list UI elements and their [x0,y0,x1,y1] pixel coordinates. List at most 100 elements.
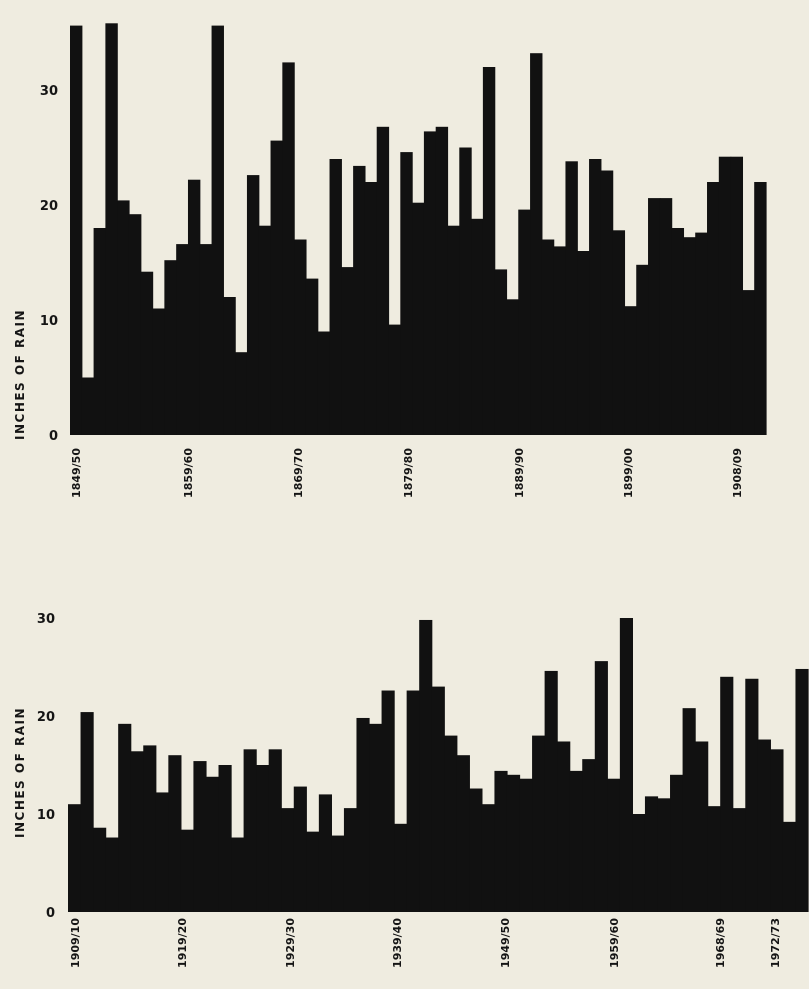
rainfall-bar [155,792,169,912]
rainfall-bar [582,759,596,912]
rainfall-bar [707,182,720,435]
x-tick-label: 1859/60 [182,448,195,498]
rainfall-bar [306,831,320,912]
rainfall-bar [431,686,445,912]
rainfall-bar [93,228,106,435]
x-tick-label: 1869/70 [292,448,305,498]
rainfall-bar [381,690,395,912]
rainfall-bar [795,668,809,912]
rainfall-bar [518,209,531,435]
rainfall-bar [459,147,472,435]
rainfall-bar [70,25,83,435]
rainfall-bar [406,690,420,912]
rainfall-chart-1909-1973: INCHES OF RAIN 0 10 20 30 1909/10 1919/2… [13,612,809,968]
rainfall-bar [117,200,130,435]
y-tick-label: 20 [40,199,58,214]
rainfall-bar [293,786,307,912]
rainfall-bar [435,126,449,436]
rainfall-chart-1849-1909: INCHES OF RAIN 0 10 20 30 1849/50 1859/6… [13,23,767,498]
rainfall-bar [231,837,245,912]
y-tick-labels: 0 10 20 30 [40,84,58,444]
rainfall-bar [400,152,413,435]
rainfall-bar [211,25,224,435]
rainfall-bar [481,804,496,912]
rainfall-bar [223,297,236,435]
rainfall-bar [732,808,746,912]
rainfall-bar [176,244,189,435]
rainfall-bar [636,264,649,435]
rainfall-bar [632,814,646,912]
y-tick-label: 0 [46,906,55,921]
rainfall-bar [619,618,633,912]
rainfall-bar [199,244,213,435]
bar-series [70,23,767,436]
rainfall-bar [541,239,555,435]
rainfall-bar [329,159,342,435]
rainfall-bar [187,179,201,435]
rainfall-bar [394,823,408,912]
rainfall-bar [294,239,307,435]
rainfall-bar [412,202,425,435]
rainfall-bar [130,751,144,912]
rainfall-bar [256,765,270,912]
rainfall-bar [671,228,685,435]
rainfall-bar [707,806,721,912]
rainfall-bar [569,770,583,912]
rainfall-bar [718,156,732,435]
rainfall-bar [506,299,519,435]
y-tick-label: 20 [37,710,55,725]
rainfall-bar [364,182,378,435]
y-axis-label: INCHES OF RAIN [13,707,27,838]
rainfall-bar [695,232,708,435]
rainfall-bar [388,324,401,435]
rainfall-bar [782,821,797,912]
x-tick-label: 1899/00 [622,448,635,498]
rainfall-bar [577,251,590,435]
rainfall-bar [423,131,437,435]
rainfall-bar [270,140,283,435]
rainfall-bar [164,260,177,435]
rainfall-bar [519,778,533,912]
rainfall-bar [369,723,383,912]
x-tick-labels: 1909/10 1919/20 1929/30 1939/40 1949/50 … [69,918,782,968]
rainfall-bar [419,619,433,912]
rainfall-bar [444,735,458,912]
bar-series [68,618,809,912]
rainfall-bar [557,741,571,912]
rainfall-bar [168,755,182,912]
rainfall-bar [589,159,602,435]
rainfall-bar [565,161,578,436]
rainfall-bar [68,804,82,912]
rainfall-bar [494,269,508,435]
rainfall-bar [482,67,496,435]
rainfall-bar [657,798,671,912]
x-tick-label: 1919/20 [176,918,189,968]
rainfall-bar [235,352,248,435]
x-tick-label: 1949/50 [499,918,512,968]
rainfall-bar [682,708,696,912]
rainfall-bar [683,237,696,435]
rainfall-bar [218,765,232,912]
rainfall-bar [143,745,157,912]
x-tick-label: 1939/40 [391,918,404,968]
rainfall-bar [246,175,260,435]
y-tick-label: 0 [49,429,58,444]
rainfall-bar [494,770,508,912]
rainfall-bar [317,331,331,435]
x-tick-label: 1968/69 [714,918,727,968]
rainfall-bar [659,198,673,435]
rainfall-bar [343,808,358,912]
rainfall-bar [118,723,132,912]
rainfall-bar [305,278,319,435]
rainfall-bar [281,808,295,912]
y-tick-label: 30 [40,84,58,99]
x-tick-label: 1959/60 [608,918,621,968]
rainfall-bar [80,712,94,912]
rainfall-bar [205,776,220,912]
rainfall-bar [376,126,390,436]
x-tick-label: 1909/10 [69,918,82,968]
rainfall-bar [341,267,354,435]
x-tick-label: 1929/30 [284,918,297,968]
y-axis-label: INCHES OF RAIN [13,309,27,440]
rainfall-bar [152,308,165,435]
